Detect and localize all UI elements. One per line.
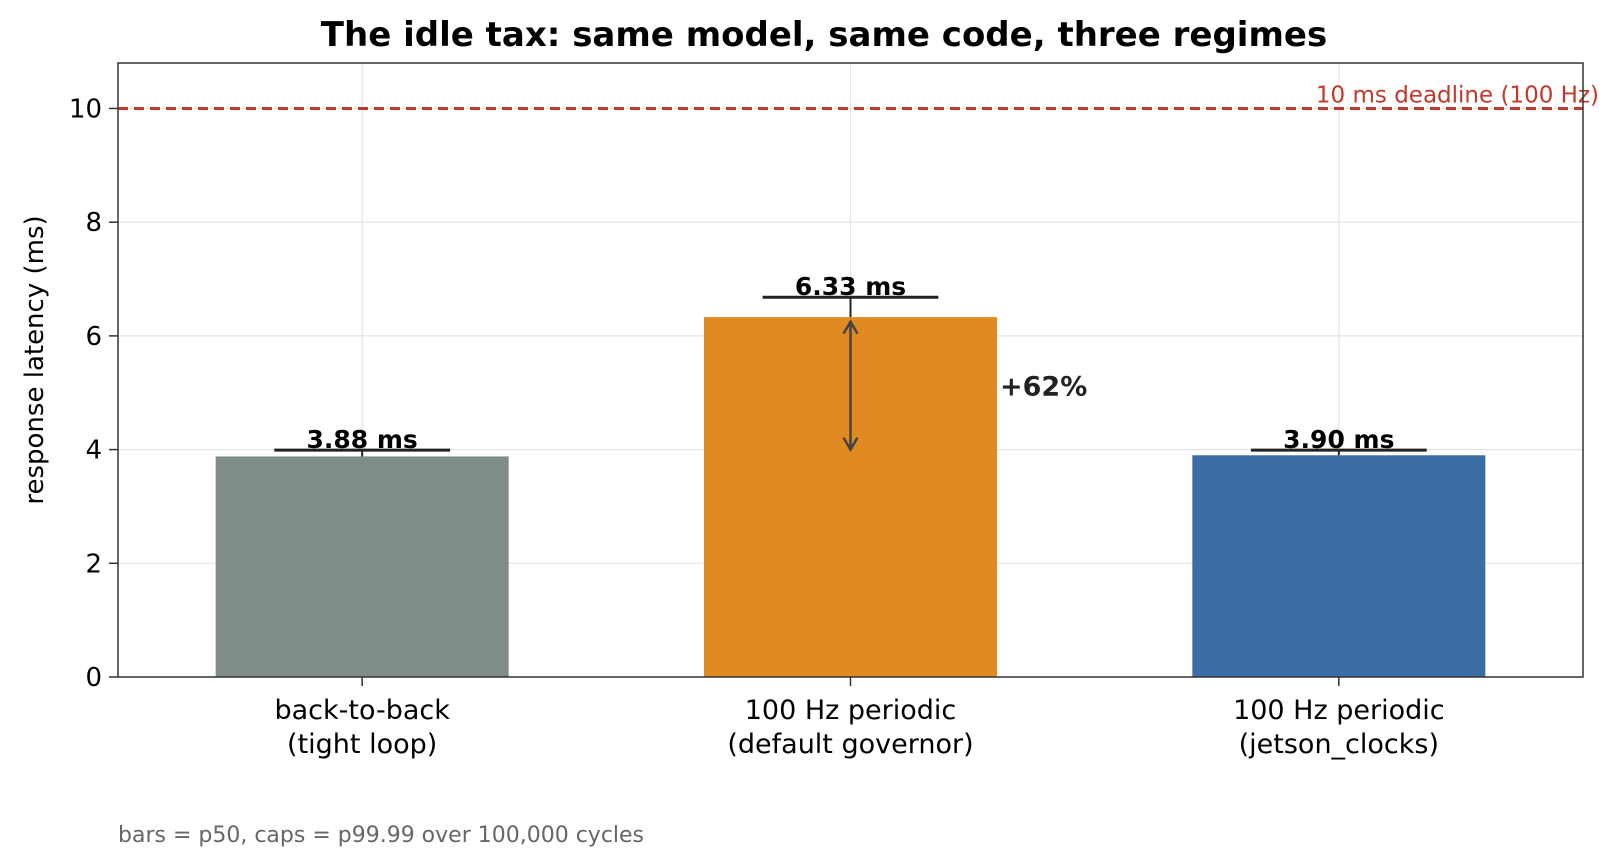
x-tick-label-sub: (default governor) xyxy=(727,729,973,760)
y-tick-label: 6 xyxy=(85,322,102,352)
y-tick-label: 8 xyxy=(85,208,102,238)
bar-value-label: 3.90 ms xyxy=(1283,425,1394,454)
x-tick-label: 100 Hz periodic xyxy=(1233,695,1445,726)
delta-percent-label: +62% xyxy=(1000,372,1087,403)
delta-arrow-head-down xyxy=(842,436,859,453)
y-tick-label: 10 xyxy=(69,94,102,124)
footnote: bars = p50, caps = p99.99 over 100,000 c… xyxy=(118,823,644,848)
y-tick-label: 0 xyxy=(85,663,102,693)
chart-title: The idle tax: same model, same code, thr… xyxy=(321,15,1327,55)
bars: 3.88 ms 6.33 ms 3.90 ms xyxy=(215,272,1486,677)
reference-line-group: 10 ms deadline (100 Hz) xyxy=(118,82,1599,110)
y-tick-label: 4 xyxy=(85,436,102,466)
x-tick-label: 100 Hz periodic xyxy=(745,695,957,726)
deadline-label: 10 ms deadline (100 Hz) xyxy=(1316,82,1599,108)
bar-p50 xyxy=(215,456,509,677)
bar-value-label: 3.88 ms xyxy=(307,425,418,454)
y-tick-label: 2 xyxy=(85,549,102,579)
delta-arrow-head-up xyxy=(842,319,859,335)
y-axis-label: response latency (ms) xyxy=(20,215,50,504)
x-tick-label-sub: (tight loop) xyxy=(287,729,437,760)
y-axis: 0 2 4 6 8 10 xyxy=(69,94,118,693)
x-tick-label: back-to-back xyxy=(274,695,450,726)
annotations: +62% xyxy=(842,319,1087,453)
x-tick-label-sub: (jetson_clocks) xyxy=(1239,729,1439,760)
bar-p50 xyxy=(1192,455,1486,677)
x-axis: back-to-back(tight loop)100 Hz periodic(… xyxy=(274,677,1445,760)
bar-value-label: 6.33 ms xyxy=(795,272,906,301)
